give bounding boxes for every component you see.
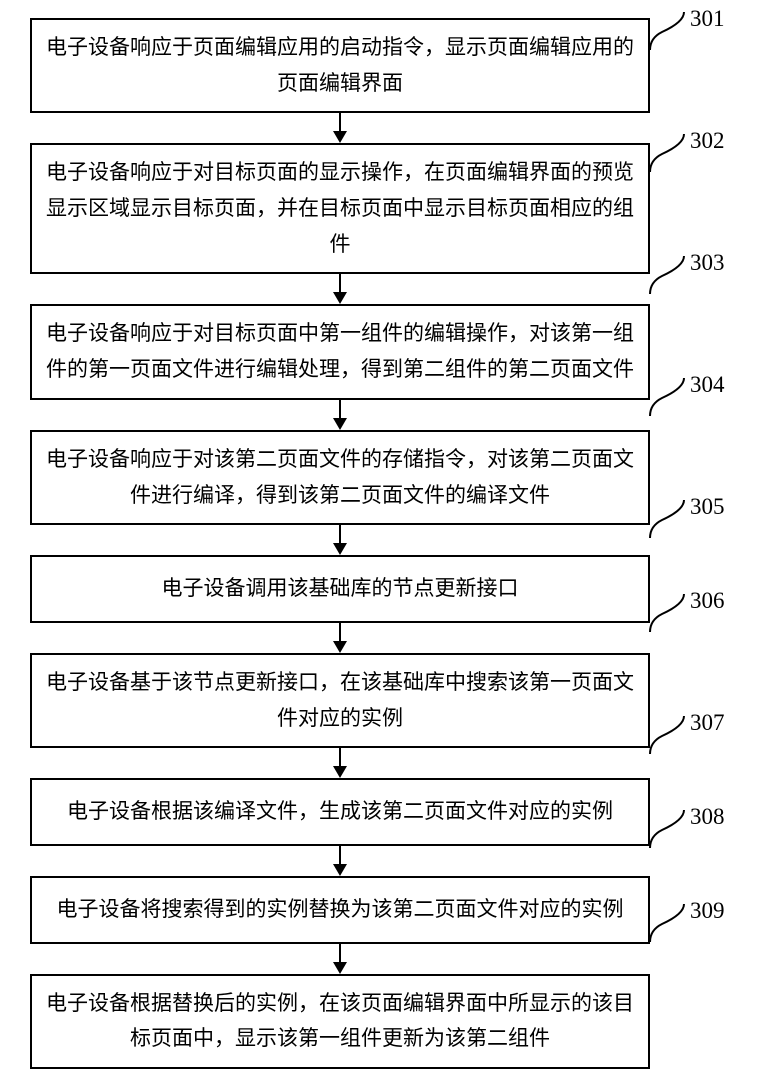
flow-step-303: 电子设备响应于对目标页面中第一组件的编辑操作，对该第一组件的第一页面文件进行编辑… (30, 304, 730, 399)
step-label: 302 (690, 128, 725, 154)
step-label: 305 (690, 494, 725, 520)
step-label: 301 (690, 6, 725, 32)
flow-arrow (30, 400, 650, 430)
flow-step-309: 电子设备根据替换后的实例，在该页面编辑界面中所显示的该目标页面中，显示该第一组件… (30, 974, 730, 1069)
flow-step-304: 电子设备响应于对该第二页面文件的存储指令，对该第二页面文件进行编译，得到该第二页… (30, 430, 730, 525)
step-label: 309 (690, 898, 725, 924)
flow-step-306: 电子设备基于该节点更新接口，在该基础库中搜索该第一页面文件对应的实例 (30, 653, 730, 748)
flow-arrow (30, 525, 650, 555)
step-box: 电子设备将搜索得到的实例替换为该第二页面文件对应的实例 (30, 876, 650, 944)
flow-step-302: 电子设备响应于对目标页面的显示操作，在页面编辑界面的预览显示区域显示目标页面，并… (30, 143, 730, 274)
flow-step-301: 电子设备响应于页面编辑应用的启动指令，显示页面编辑应用的页面编辑界面 (30, 18, 730, 113)
flow-arrow (30, 846, 650, 876)
step-label: 307 (690, 710, 725, 736)
step-box: 电子设备基于该节点更新接口，在该基础库中搜索该第一页面文件对应的实例 (30, 653, 650, 748)
flow-step-308: 电子设备将搜索得到的实例替换为该第二页面文件对应的实例 (30, 876, 730, 944)
step-label: 303 (690, 250, 725, 276)
flow-step-307: 电子设备根据该编译文件，生成该第二页面文件对应的实例 (30, 778, 730, 846)
step-box: 电子设备响应于对目标页面中第一组件的编辑操作，对该第一组件的第一页面文件进行编辑… (30, 304, 650, 399)
flowchart-container: 电子设备响应于页面编辑应用的启动指令，显示页面编辑应用的页面编辑界面301电子设… (30, 18, 730, 1069)
step-label: 306 (690, 588, 725, 614)
step-label: 304 (690, 372, 725, 398)
flow-arrow (30, 748, 650, 778)
flow-arrow (30, 113, 650, 143)
flow-arrow (30, 944, 650, 974)
step-box: 电子设备响应于页面编辑应用的启动指令，显示页面编辑应用的页面编辑界面 (30, 18, 650, 113)
step-box: 电子设备根据该编译文件，生成该第二页面文件对应的实例 (30, 778, 650, 846)
flow-step-305: 电子设备调用该基础库的节点更新接口 (30, 555, 730, 623)
flow-arrow (30, 274, 650, 304)
step-label: 308 (690, 804, 725, 830)
step-box: 电子设备响应于对该第二页面文件的存储指令，对该第二页面文件进行编译，得到该第二页… (30, 430, 650, 525)
step-box: 电子设备根据替换后的实例，在该页面编辑界面中所显示的该目标页面中，显示该第一组件… (30, 974, 650, 1069)
step-box: 电子设备响应于对目标页面的显示操作，在页面编辑界面的预览显示区域显示目标页面，并… (30, 143, 650, 274)
flow-arrow (30, 623, 650, 653)
step-box: 电子设备调用该基础库的节点更新接口 (30, 555, 650, 623)
